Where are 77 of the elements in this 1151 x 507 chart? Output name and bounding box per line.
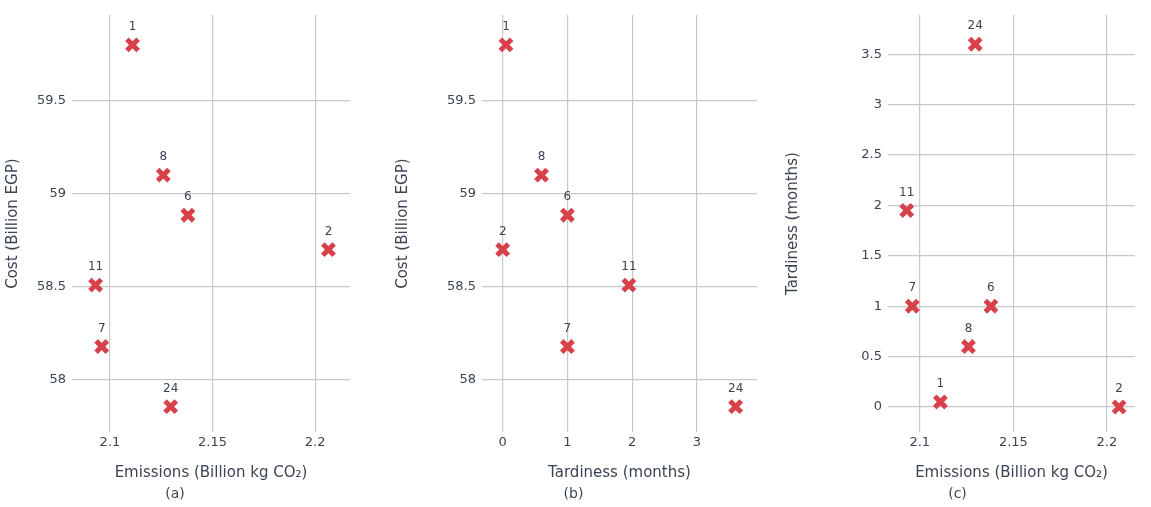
y-axis-title: Cost (Billion EGP) bbox=[392, 158, 411, 289]
point bbox=[124, 36, 141, 53]
annotation: 6 bbox=[987, 280, 995, 295]
point bbox=[497, 36, 515, 53]
text: (c) bbox=[948, 485, 967, 502]
y-tick-label: 1.5 bbox=[861, 247, 882, 263]
x-tick-label: 2.2 bbox=[304, 434, 326, 450]
annotation: 8 bbox=[159, 149, 168, 164]
y-tick-label: 0.5 bbox=[861, 348, 882, 363]
annotation: 2 bbox=[498, 223, 507, 238]
point bbox=[162, 398, 179, 415]
annotation: 1 bbox=[502, 18, 510, 33]
annotation: 24 bbox=[163, 380, 179, 395]
x-tick-label: 0 bbox=[498, 434, 507, 450]
annotation: 6 bbox=[184, 189, 192, 204]
annotation: 2 bbox=[324, 223, 333, 238]
x-tick-label: 3 bbox=[692, 434, 701, 450]
y-tick-label: 58.5 bbox=[447, 278, 476, 294]
text: (a) bbox=[165, 485, 185, 502]
annotation: 8 bbox=[964, 320, 973, 335]
annotation: 7 bbox=[908, 280, 917, 295]
y-tick-label: 59 bbox=[459, 185, 476, 201]
x-tick-label: 2.1 bbox=[99, 434, 121, 450]
y-axis-title: Cost (Billion EGP) bbox=[2, 158, 21, 289]
y-tick-label: 58.5 bbox=[37, 278, 66, 294]
y-tick-label: 0 bbox=[873, 398, 882, 414]
point bbox=[533, 167, 550, 184]
annotation: 1 bbox=[128, 18, 137, 33]
y-tick-label: 3.5 bbox=[861, 45, 882, 61]
point bbox=[904, 298, 921, 315]
point bbox=[727, 398, 744, 415]
y-tick-label: 2 bbox=[873, 196, 882, 212]
y-tick-label: 59.5 bbox=[37, 92, 66, 108]
x-tick-label: 2.2 bbox=[1096, 434, 1118, 450]
x-axis-title: Emissions (Billion kg CO₂) bbox=[915, 463, 1108, 482]
y-axis-title: Tardiness (months) bbox=[782, 152, 801, 297]
x-axis-title: Tardiness (months) bbox=[547, 463, 691, 482]
y-tick-label: 3 bbox=[873, 96, 882, 112]
x-tick-label: 1 bbox=[563, 434, 572, 450]
point bbox=[982, 298, 1000, 315]
annotation: 7 bbox=[97, 320, 106, 335]
x-tick-label: 2.1 bbox=[909, 434, 931, 450]
y-tick-label: 1 bbox=[873, 297, 882, 313]
annotation: 7 bbox=[563, 320, 572, 335]
annotation: 11 bbox=[87, 259, 104, 274]
point bbox=[960, 338, 977, 355]
point bbox=[87, 276, 104, 294]
annotation: 24 bbox=[967, 18, 983, 33]
point bbox=[559, 207, 576, 224]
point bbox=[494, 241, 511, 258]
annotation: 11 bbox=[621, 259, 637, 274]
y-tick-label: 59 bbox=[49, 185, 66, 201]
annotation: 2 bbox=[1115, 381, 1123, 396]
point bbox=[898, 202, 915, 219]
point bbox=[1110, 398, 1128, 416]
point bbox=[155, 167, 172, 184]
annotation: 6 bbox=[563, 189, 572, 204]
point bbox=[559, 338, 576, 355]
point bbox=[93, 338, 110, 355]
point bbox=[932, 393, 949, 411]
annotation: 24 bbox=[728, 380, 744, 395]
y-tick-label: 58 bbox=[49, 371, 66, 387]
annotation: 8 bbox=[537, 149, 546, 164]
annotation: 1 bbox=[936, 376, 945, 391]
y-tick-label: 58 bbox=[459, 371, 476, 387]
x-tick-label: 2.15 bbox=[998, 434, 1028, 450]
text: (b) bbox=[563, 485, 584, 502]
point bbox=[179, 207, 197, 224]
annotation: 11 bbox=[899, 184, 915, 199]
point bbox=[967, 36, 984, 53]
x-axis-title: Emissions (Billion kg CO₂) bbox=[114, 463, 308, 482]
x-tick-label: 2 bbox=[627, 434, 637, 450]
y-tick-label: 2.5 bbox=[861, 146, 882, 162]
point bbox=[620, 276, 638, 294]
point bbox=[320, 241, 337, 258]
x-tick-label: 2.15 bbox=[198, 434, 228, 450]
y-tick-label: 59.5 bbox=[447, 92, 476, 108]
